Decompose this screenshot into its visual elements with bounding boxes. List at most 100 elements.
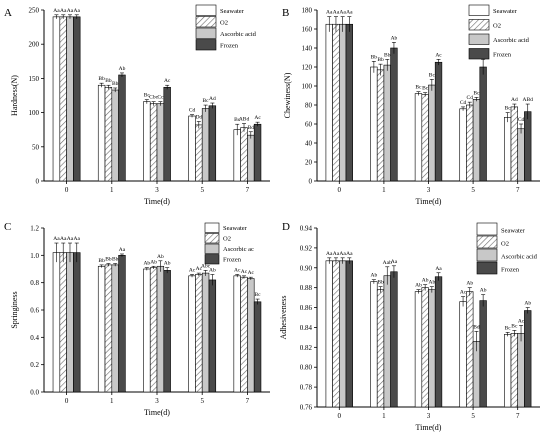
x-tick-label: 1 bbox=[382, 412, 386, 420]
y-tick-label: 0.84 bbox=[300, 324, 313, 332]
data-label: Abc bbox=[201, 263, 211, 269]
data-label: Aa bbox=[333, 10, 340, 16]
legend-swatch bbox=[476, 261, 498, 275]
x-tick-label: 3 bbox=[155, 397, 159, 405]
bar bbox=[421, 94, 429, 182]
bar bbox=[233, 129, 241, 182]
data-label: Cd bbox=[460, 100, 467, 106]
data-label: Cc bbox=[157, 95, 164, 101]
legend-label: Seawater bbox=[493, 8, 518, 15]
data-label: Bc bbox=[511, 323, 518, 329]
y-tick-label: 20 bbox=[305, 159, 313, 167]
x-tick-label: 0 bbox=[65, 186, 69, 194]
legend-label: Seawater bbox=[223, 225, 248, 232]
x-tick-label: 1 bbox=[110, 397, 114, 405]
data-label: ABd bbox=[239, 117, 250, 123]
legend-swatch bbox=[204, 222, 220, 233]
y-tick-label: 0.4 bbox=[30, 334, 39, 342]
legend-swatch bbox=[468, 48, 490, 60]
bar bbox=[104, 86, 113, 182]
bar bbox=[466, 291, 474, 408]
bar bbox=[118, 255, 126, 393]
bar bbox=[143, 268, 151, 393]
data-label: Ac bbox=[196, 266, 203, 272]
data-label: Aa bbox=[435, 266, 442, 272]
bar bbox=[510, 106, 519, 182]
data-label: Ac bbox=[164, 78, 171, 84]
bar bbox=[434, 61, 443, 182]
legend-swatch bbox=[195, 4, 217, 16]
y-tick-label: 1.0 bbox=[30, 252, 39, 260]
data-label: Bc bbox=[234, 117, 241, 123]
data-label: Bb bbox=[377, 280, 384, 286]
data-label: Bc bbox=[415, 85, 422, 91]
data-label: Ab bbox=[415, 283, 422, 289]
bar bbox=[517, 333, 525, 408]
legend-label: Ascorbic acid bbox=[220, 31, 257, 38]
bar bbox=[97, 84, 106, 182]
bar bbox=[504, 117, 512, 182]
data-label: Cd bbox=[189, 108, 196, 114]
data-label: Aa bbox=[333, 251, 340, 257]
data-label: Aa bbox=[119, 247, 126, 253]
bar bbox=[345, 260, 353, 408]
y-axis-label: Springiness bbox=[10, 291, 19, 328]
y-tick-label: 0 bbox=[309, 178, 313, 186]
data-label: Aa bbox=[339, 10, 346, 16]
x-axis-label: Time(d) bbox=[144, 197, 170, 206]
y-tick-label: 0.0 bbox=[30, 389, 39, 397]
bar bbox=[479, 300, 487, 408]
bar bbox=[376, 289, 385, 408]
data-label: Aa bbox=[60, 8, 67, 14]
bar bbox=[472, 99, 481, 182]
data-label: Bb bbox=[377, 57, 384, 63]
x-axis-label: Time(d) bbox=[144, 408, 170, 417]
y-tick-label: 60 bbox=[305, 121, 313, 129]
legend-label: Ascorbic acid bbox=[501, 254, 538, 261]
data-label: Bc bbox=[429, 72, 436, 78]
panel-letter: C bbox=[4, 221, 11, 233]
legend-swatch bbox=[204, 243, 220, 254]
y-tick-label: 0.82 bbox=[300, 344, 313, 352]
bar bbox=[247, 134, 255, 182]
bar bbox=[383, 64, 391, 182]
bar bbox=[325, 260, 333, 408]
panel-letter: A bbox=[4, 7, 12, 19]
y-tick-label: 0.94 bbox=[300, 225, 313, 233]
bar bbox=[414, 93, 423, 182]
legend-swatch bbox=[195, 16, 217, 28]
y-tick-label: 180 bbox=[302, 7, 313, 15]
bar bbox=[253, 301, 262, 393]
bar bbox=[66, 252, 74, 393]
y-tick-label: 40 bbox=[305, 140, 313, 148]
data-label: Dd bbox=[195, 114, 202, 120]
legend-swatch bbox=[468, 33, 490, 45]
legend-label: O2 bbox=[223, 236, 231, 243]
legend-swatch bbox=[195, 27, 217, 39]
y-tick-label: 0.78 bbox=[300, 384, 313, 392]
data-label: Ac bbox=[518, 318, 525, 324]
y-tick-label: 100 bbox=[29, 109, 40, 117]
panel-letter: D bbox=[282, 221, 290, 233]
data-label: Bc bbox=[422, 86, 429, 92]
data-label: Bb bbox=[98, 258, 105, 264]
x-tick-label: 7 bbox=[246, 186, 250, 194]
y-tick-label: 150 bbox=[29, 75, 40, 83]
bar bbox=[421, 287, 429, 408]
data-label: Bb bbox=[371, 54, 378, 60]
data-label: Aab bbox=[383, 260, 392, 266]
data-label: Ad bbox=[209, 96, 216, 102]
data-label: Aa bbox=[346, 10, 353, 16]
data-label: Bc bbox=[255, 292, 262, 298]
legend-swatch bbox=[476, 248, 498, 262]
x-tick-label: 7 bbox=[516, 186, 520, 194]
bar bbox=[143, 101, 151, 182]
data-label: Ac bbox=[234, 267, 241, 273]
bar bbox=[104, 264, 113, 393]
bar bbox=[338, 23, 347, 182]
bar bbox=[233, 275, 241, 393]
data-label: Aa bbox=[346, 251, 353, 257]
bar bbox=[332, 23, 340, 182]
